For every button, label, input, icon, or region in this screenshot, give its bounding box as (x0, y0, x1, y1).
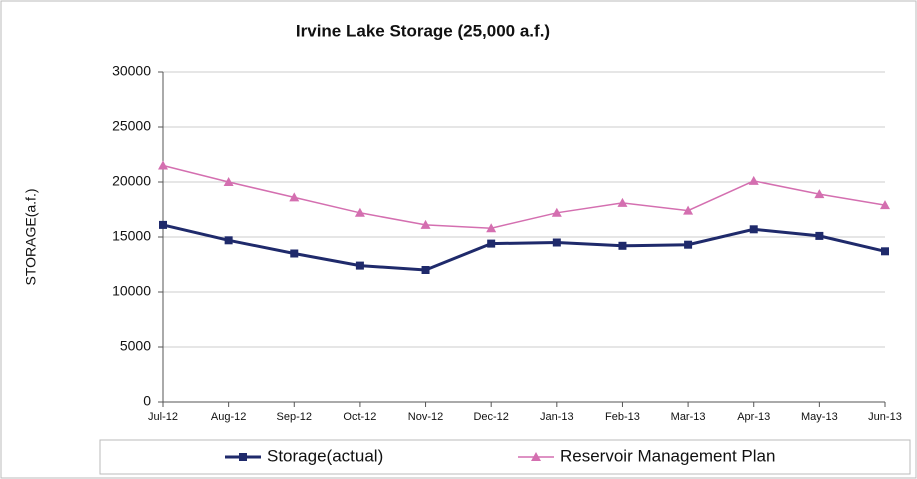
point (618, 241, 627, 250)
y-tick-label: 30000 (112, 63, 151, 79)
x-tick-label: Oct-12 (343, 411, 376, 423)
y-tick-label: 25000 (112, 118, 151, 134)
x-tick-label: Aug-12 (211, 411, 246, 423)
point (552, 238, 561, 247)
point (486, 223, 497, 233)
y-tick-label: 5000 (120, 338, 151, 354)
y-tick-label: 10000 (112, 283, 151, 299)
point (290, 249, 299, 258)
point (354, 207, 365, 217)
x-tick-label: Mar-13 (671, 411, 706, 423)
point (531, 452, 541, 461)
point (814, 189, 825, 199)
point (158, 160, 168, 170)
chart-title: Irvine Lake Storage (25,000 a.f.) (296, 21, 550, 40)
point (487, 239, 496, 248)
point (239, 453, 247, 461)
series-line (162, 164, 886, 229)
x-tick-label: Dec-12 (473, 411, 508, 423)
x-tick-label: Jan-13 (540, 411, 574, 423)
point (815, 231, 824, 240)
x-tick-label: Jul-12 (148, 411, 178, 423)
point (224, 236, 233, 245)
x-tick-label: Apr-13 (737, 411, 770, 423)
x-tick-label: Nov-12 (408, 411, 443, 423)
point (289, 192, 300, 202)
y-tick-label: 20000 (112, 173, 151, 189)
point (749, 225, 758, 234)
point (748, 175, 759, 185)
point (159, 220, 167, 229)
x-tick-label: Sep-12 (277, 411, 312, 423)
x-tick-label: Feb-13 (605, 411, 640, 423)
legend-label: Storage(actual) (267, 446, 383, 465)
point (355, 261, 364, 270)
point (684, 240, 693, 249)
point (420, 219, 431, 229)
point (223, 177, 234, 186)
y-tick-label: 0 (143, 393, 151, 409)
point (880, 200, 890, 210)
point (551, 207, 562, 217)
legend-box (99, 439, 911, 475)
x-tick-label: Jun-13 (868, 411, 902, 423)
point (617, 197, 628, 207)
legend-label: Reservoir Management Plan (560, 446, 775, 465)
y-tick-label: 15000 (112, 228, 151, 244)
y-axis-title: STORAGE(a.f.) (23, 189, 39, 286)
point (421, 266, 430, 274)
point (881, 247, 889, 256)
series-line (162, 223, 886, 272)
point (683, 205, 694, 215)
x-tick-label: May-13 (801, 411, 838, 423)
